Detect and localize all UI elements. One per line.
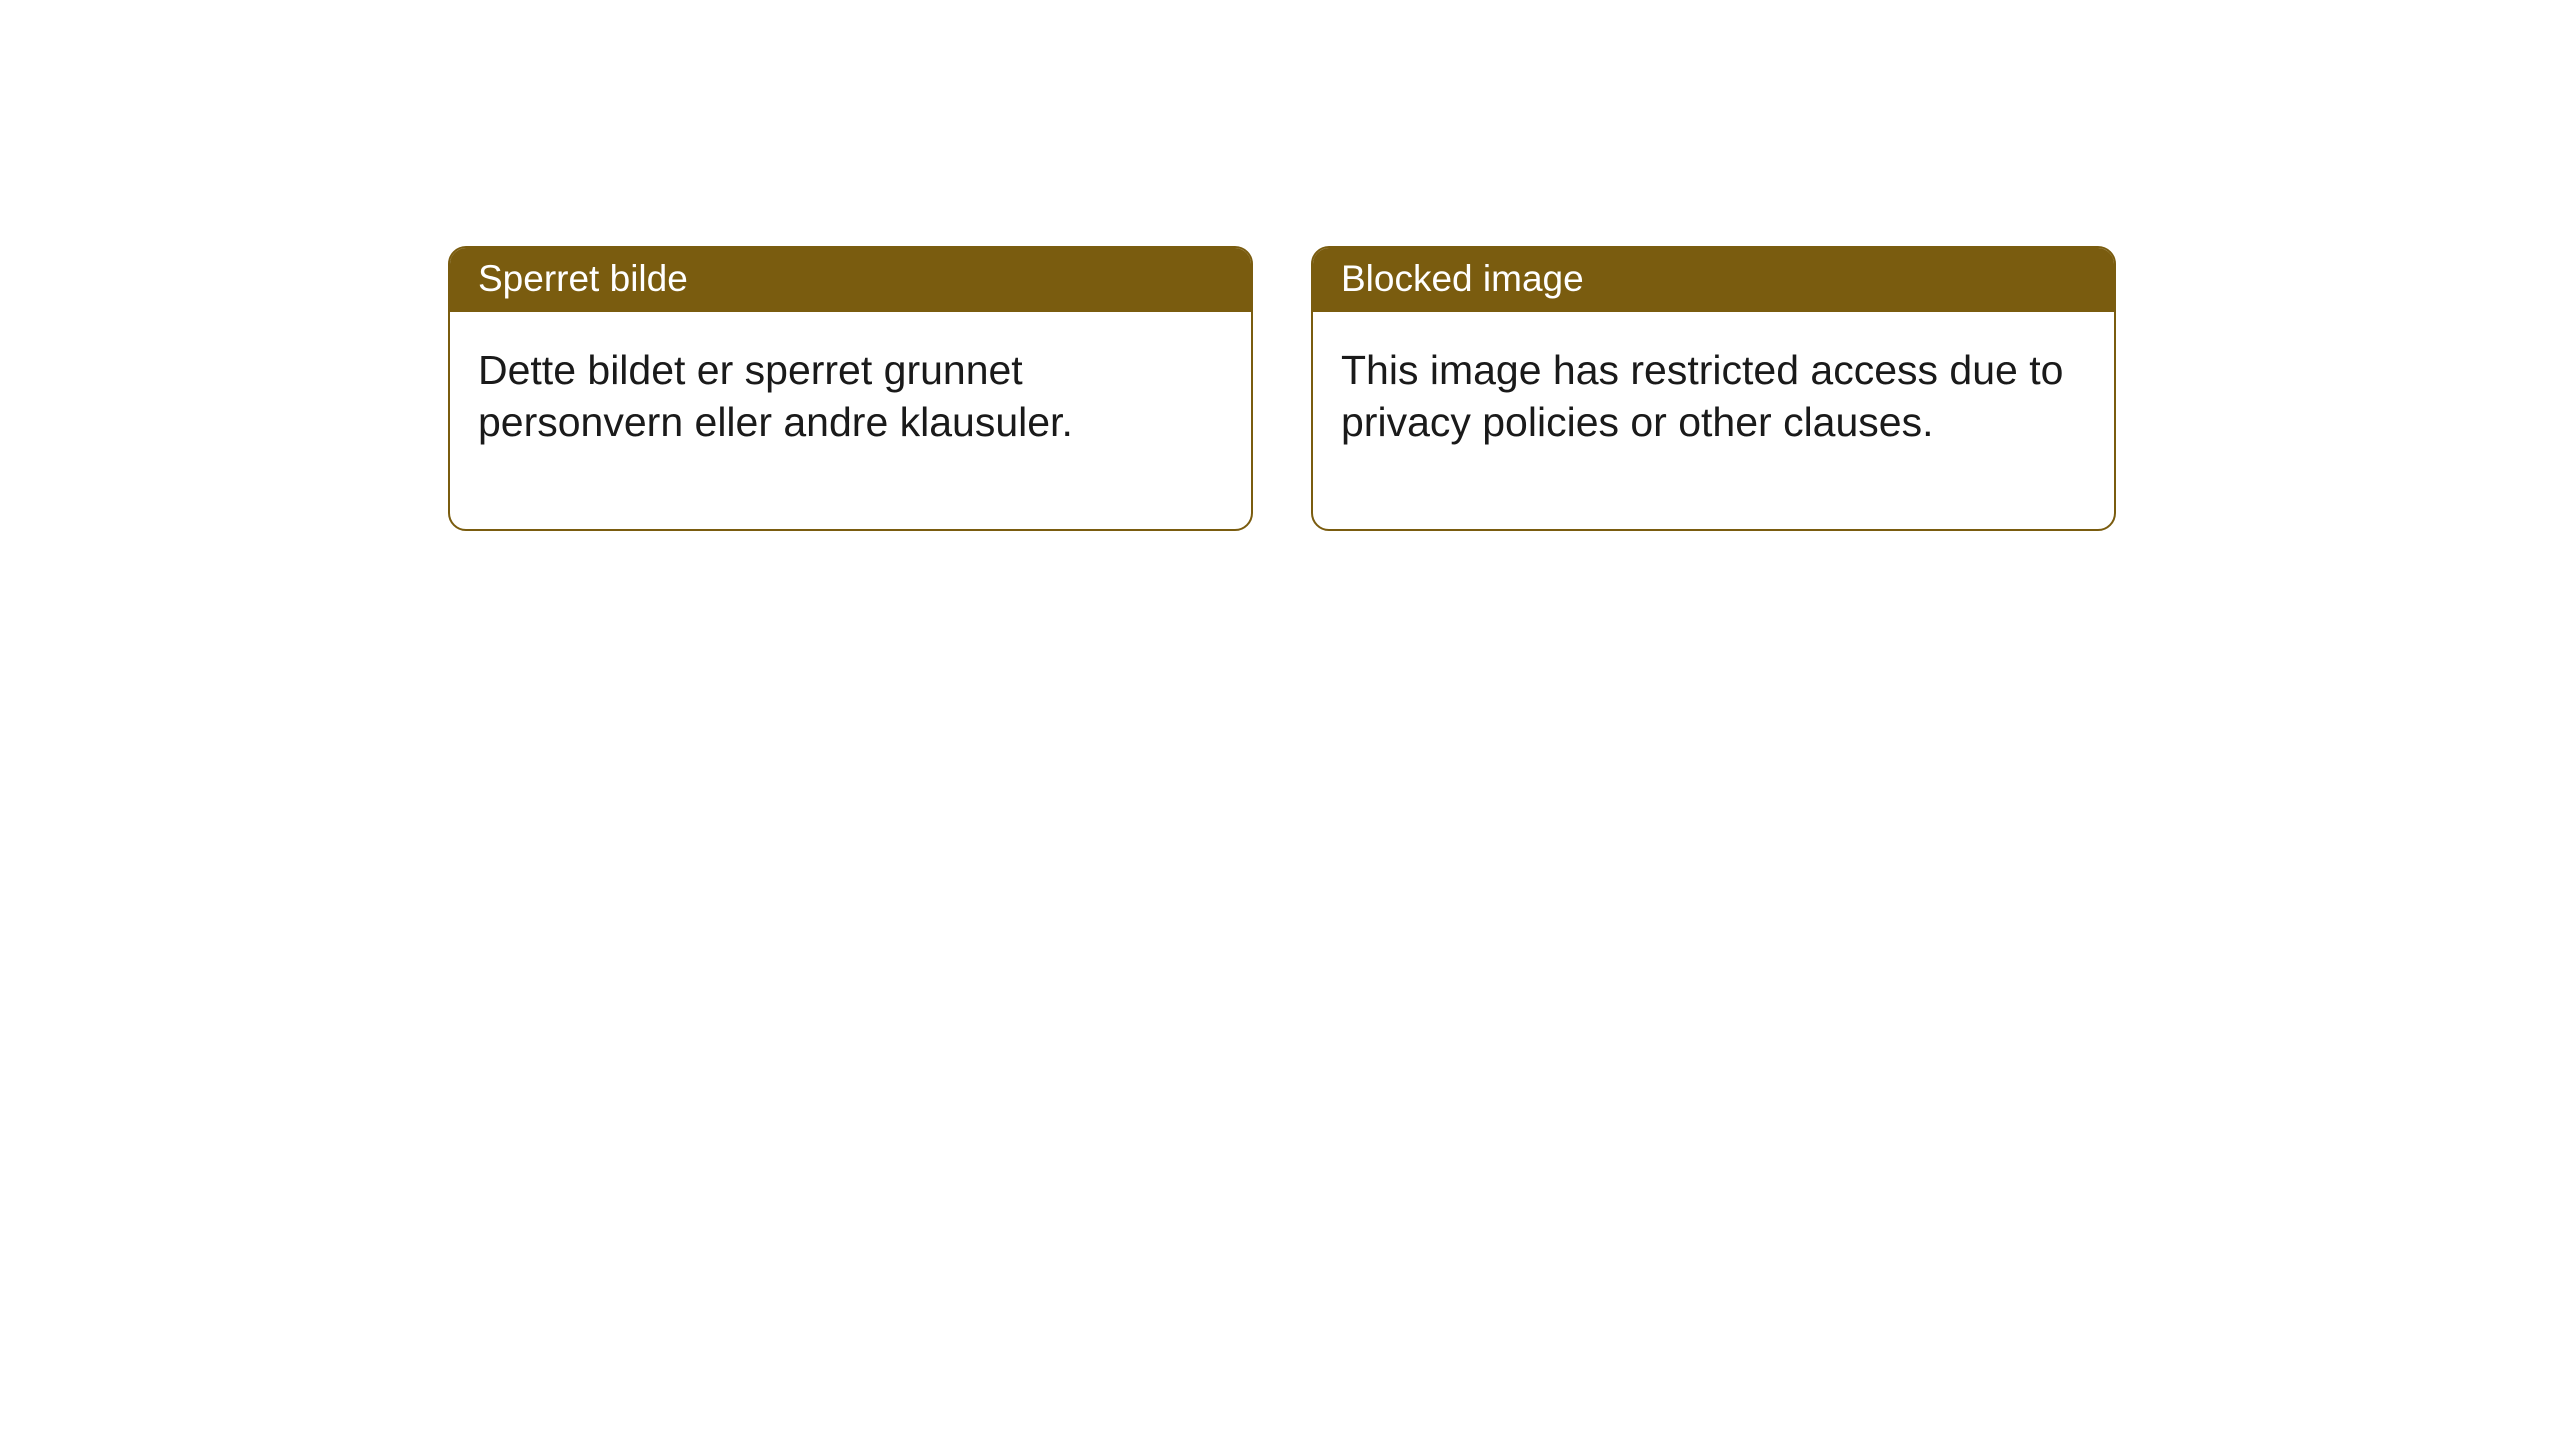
notice-body-norwegian: Dette bildet er sperret grunnet personve… (450, 312, 1251, 529)
notice-header-norwegian: Sperret bilde (450, 248, 1251, 312)
notice-header-english: Blocked image (1313, 248, 2114, 312)
notice-card-english: Blocked image This image has restricted … (1311, 246, 2116, 531)
notice-container: Sperret bilde Dette bildet er sperret gr… (448, 246, 2560, 531)
notice-body-english: This image has restricted access due to … (1313, 312, 2114, 529)
notice-card-norwegian: Sperret bilde Dette bildet er sperret gr… (448, 246, 1253, 531)
